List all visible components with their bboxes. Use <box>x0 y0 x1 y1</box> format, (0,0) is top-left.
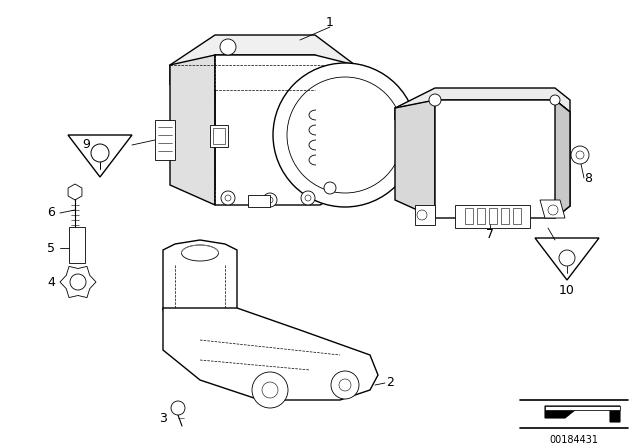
Polygon shape <box>435 100 570 218</box>
Text: 4: 4 <box>47 276 55 289</box>
Circle shape <box>301 191 315 205</box>
Circle shape <box>550 95 560 105</box>
Text: 7: 7 <box>486 228 494 241</box>
Polygon shape <box>540 200 565 218</box>
Bar <box>69 227 85 263</box>
Polygon shape <box>163 240 237 328</box>
Circle shape <box>252 372 288 408</box>
Text: 8: 8 <box>584 172 592 185</box>
Circle shape <box>263 193 277 207</box>
Circle shape <box>171 401 185 415</box>
Text: 5: 5 <box>47 241 55 254</box>
Circle shape <box>91 144 109 162</box>
Polygon shape <box>155 120 175 160</box>
Circle shape <box>417 210 427 220</box>
Polygon shape <box>555 100 570 218</box>
Circle shape <box>305 195 311 201</box>
Circle shape <box>267 197 273 203</box>
Polygon shape <box>545 406 620 422</box>
Text: 6: 6 <box>47 207 55 220</box>
Polygon shape <box>215 55 355 205</box>
Circle shape <box>331 371 359 399</box>
Bar <box>465 208 473 224</box>
Polygon shape <box>395 88 570 120</box>
Polygon shape <box>455 205 530 228</box>
Circle shape <box>576 151 584 159</box>
Circle shape <box>220 39 236 55</box>
Circle shape <box>287 77 403 193</box>
Circle shape <box>273 63 417 207</box>
Polygon shape <box>170 35 355 85</box>
Text: 1: 1 <box>326 16 334 29</box>
Circle shape <box>548 205 558 215</box>
Polygon shape <box>545 406 620 410</box>
Circle shape <box>225 195 231 201</box>
Polygon shape <box>68 184 82 200</box>
Bar <box>477 208 485 224</box>
Bar <box>489 208 497 224</box>
Polygon shape <box>535 238 599 280</box>
Bar <box>213 128 225 144</box>
Circle shape <box>571 146 589 164</box>
Bar <box>248 195 270 207</box>
Bar <box>501 208 509 224</box>
Text: 10: 10 <box>559 284 575 297</box>
Polygon shape <box>415 205 435 225</box>
Circle shape <box>339 379 351 391</box>
Circle shape <box>324 182 336 194</box>
Polygon shape <box>60 267 96 297</box>
Bar <box>513 208 521 224</box>
Bar <box>210 125 228 147</box>
Circle shape <box>559 250 575 266</box>
Polygon shape <box>68 135 132 177</box>
Polygon shape <box>163 308 378 400</box>
Circle shape <box>262 382 278 398</box>
Circle shape <box>429 94 441 106</box>
Text: 9: 9 <box>82 138 90 151</box>
Text: 00184431: 00184431 <box>550 435 598 445</box>
Text: 2: 2 <box>386 375 394 388</box>
Polygon shape <box>170 55 215 205</box>
Polygon shape <box>395 100 435 218</box>
Text: 3: 3 <box>159 412 167 425</box>
Circle shape <box>221 191 235 205</box>
Circle shape <box>70 274 86 290</box>
